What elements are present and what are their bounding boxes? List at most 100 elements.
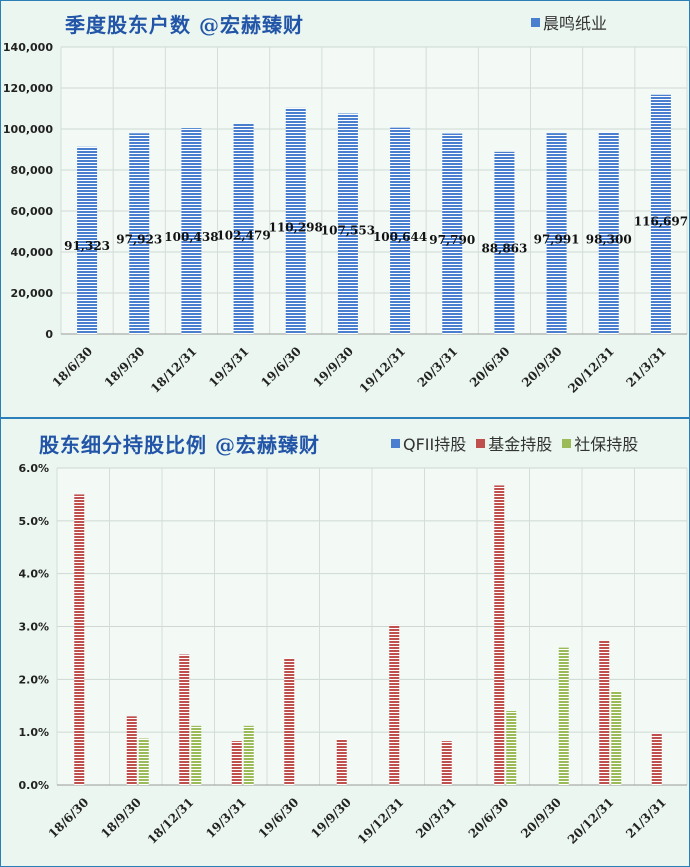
y-tick-label: 40,000 [11, 246, 54, 259]
legend-swatch-blue [531, 17, 540, 27]
x-tick-label: 18/9/30 [98, 795, 144, 841]
legend-label-fund: 基金持股 [488, 435, 553, 454]
data-label: 91,323 [64, 239, 110, 253]
bar-blue [442, 133, 463, 334]
x-tick-label: 18/6/30 [50, 344, 96, 390]
x-tick-label: 19/9/30 [308, 795, 354, 841]
y-tick-label: 0 [45, 328, 53, 341]
data-label: 110,298 [269, 221, 323, 235]
bar-red [284, 658, 295, 785]
x-tick-label: 19/6/30 [256, 795, 302, 841]
y-tick-label: 60,000 [11, 205, 54, 218]
legend-shareholders: 晨鸣纸业 [531, 10, 607, 34]
y-tick-label: 20,000 [11, 287, 54, 300]
data-label: 100,644 [373, 230, 427, 244]
y-tick-label: 5.0% [18, 515, 49, 528]
data-label: 97,923 [116, 233, 162, 247]
y-tick-label: 0.0% [18, 779, 49, 792]
x-tick-label: 19/9/30 [310, 344, 356, 390]
x-tick-label: 20/12/31 [565, 344, 617, 396]
x-tick-label: 19/12/31 [355, 795, 407, 847]
x-tick-label: 19/6/30 [258, 344, 304, 390]
legend-label-social: 社保持股 [574, 435, 639, 454]
x-tick-label: 20/3/31 [415, 344, 461, 390]
x-tick-label: 20/6/30 [466, 795, 512, 841]
x-tick-label: 20/6/30 [467, 344, 513, 390]
legend-swatch-red [476, 438, 486, 448]
x-tick-label: 20/12/31 [565, 795, 617, 847]
y-tick-label: 80,000 [11, 164, 54, 177]
holding-ratio-panel: 股东细分持股比例 @宏赫臻财 QFII持股 基金持股 社保持股 0.0% 1.0%… [0, 418, 690, 867]
legend-item-social: 社保持股 [562, 431, 638, 455]
bar-blue [546, 133, 567, 334]
bar-red [336, 739, 347, 785]
bar-blue [77, 146, 98, 334]
y-tick-label: 2.0% [18, 673, 49, 686]
y-tick-label: 6.0% [18, 462, 49, 475]
legend-item-qfii: QFII持股 [391, 431, 466, 455]
bar-red [74, 494, 85, 785]
holding-ratio-bar-chart: 0.0% 1.0% 2.0% 3.0% 4.0% 5.0% 6.0% 18/6/30 18/9/… [18, 462, 688, 847]
bar-red [231, 741, 242, 785]
bar-green [191, 725, 202, 785]
x-tick-label: 18/12/31 [145, 795, 197, 847]
bar-green [243, 725, 254, 785]
x-tick-label: 18/12/31 [148, 344, 200, 396]
data-label: 97,991 [534, 233, 580, 247]
data-label: 88,863 [481, 241, 527, 255]
x-tick-label: 18/9/30 [102, 344, 148, 390]
legend-swatch-blue [391, 438, 400, 448]
legend-item-series: 晨鸣纸业 [531, 10, 607, 34]
y-tick-label: 3.0% [18, 621, 49, 634]
data-label: 100,438 [164, 230, 218, 244]
y-tick-label: 100,000 [3, 123, 53, 136]
legend-ratio: QFII持股 基金持股 社保持股 [391, 431, 638, 455]
bar-blue [233, 123, 254, 334]
bar-blue [598, 132, 619, 334]
bar-green [138, 738, 149, 785]
bar-blue [337, 113, 358, 334]
x-tick-label: 20/9/30 [518, 795, 564, 841]
bar-red [389, 624, 400, 785]
bar-red [494, 485, 505, 785]
bar-blue [181, 128, 202, 334]
legend-label-qfii: QFII持股 [403, 435, 467, 454]
bar-blue [129, 133, 150, 334]
data-label: 98,300 [586, 232, 632, 246]
x-tick-label: 18/6/30 [46, 795, 92, 841]
x-tick-label: 19/3/31 [203, 795, 249, 841]
data-label: 107,553 [321, 223, 375, 237]
data-label: 97,790 [429, 233, 475, 247]
chart-title-shareholders: 季度股东户数 @宏赫臻财 [65, 13, 304, 37]
x-tick-label: 19/12/31 [357, 344, 409, 396]
bar-red [599, 640, 610, 785]
legend-swatch-green [562, 438, 572, 448]
y-tick-label: 140,000 [3, 41, 53, 54]
bar-blue [494, 151, 515, 334]
bar-red [126, 716, 137, 785]
bar-blue [390, 127, 411, 334]
data-label: 102,479 [216, 228, 270, 242]
legend-item-fund: 基金持股 [476, 431, 552, 455]
x-tick-label: 20/9/30 [519, 344, 565, 390]
shareholder-bar-chart: 0 20,000 40,000 60,000 80,000 100,000 120,000 1… [3, 41, 688, 396]
y-tick-label: 1.0% [18, 726, 49, 739]
data-label: 116,697 [634, 215, 688, 229]
bar-green [506, 711, 517, 785]
legend-label: 晨鸣纸业 [543, 14, 608, 33]
y-tick-label: 120,000 [3, 82, 53, 95]
x-tick-label: 20/3/31 [413, 795, 459, 841]
bar-red [441, 741, 452, 785]
bar-red [179, 654, 190, 785]
x-tick-label: 21/3/31 [623, 795, 669, 841]
bar-red [651, 733, 662, 785]
bar-blue [285, 107, 306, 334]
y-tick-label: 4.0% [18, 568, 49, 581]
bar-green [558, 647, 569, 785]
shareholder-count-panel: 季度股东户数 @宏赫臻财 晨鸣纸业 0 20,000 40,000 60,000 80,… [0, 0, 690, 418]
x-tick-label: 19/3/31 [206, 344, 252, 390]
chart-title-ratio: 股东细分持股比例 @宏赫臻财 [39, 433, 320, 457]
bar-green [611, 690, 622, 785]
x-tick-label: 21/3/31 [623, 344, 669, 390]
bar-blue [650, 94, 671, 334]
